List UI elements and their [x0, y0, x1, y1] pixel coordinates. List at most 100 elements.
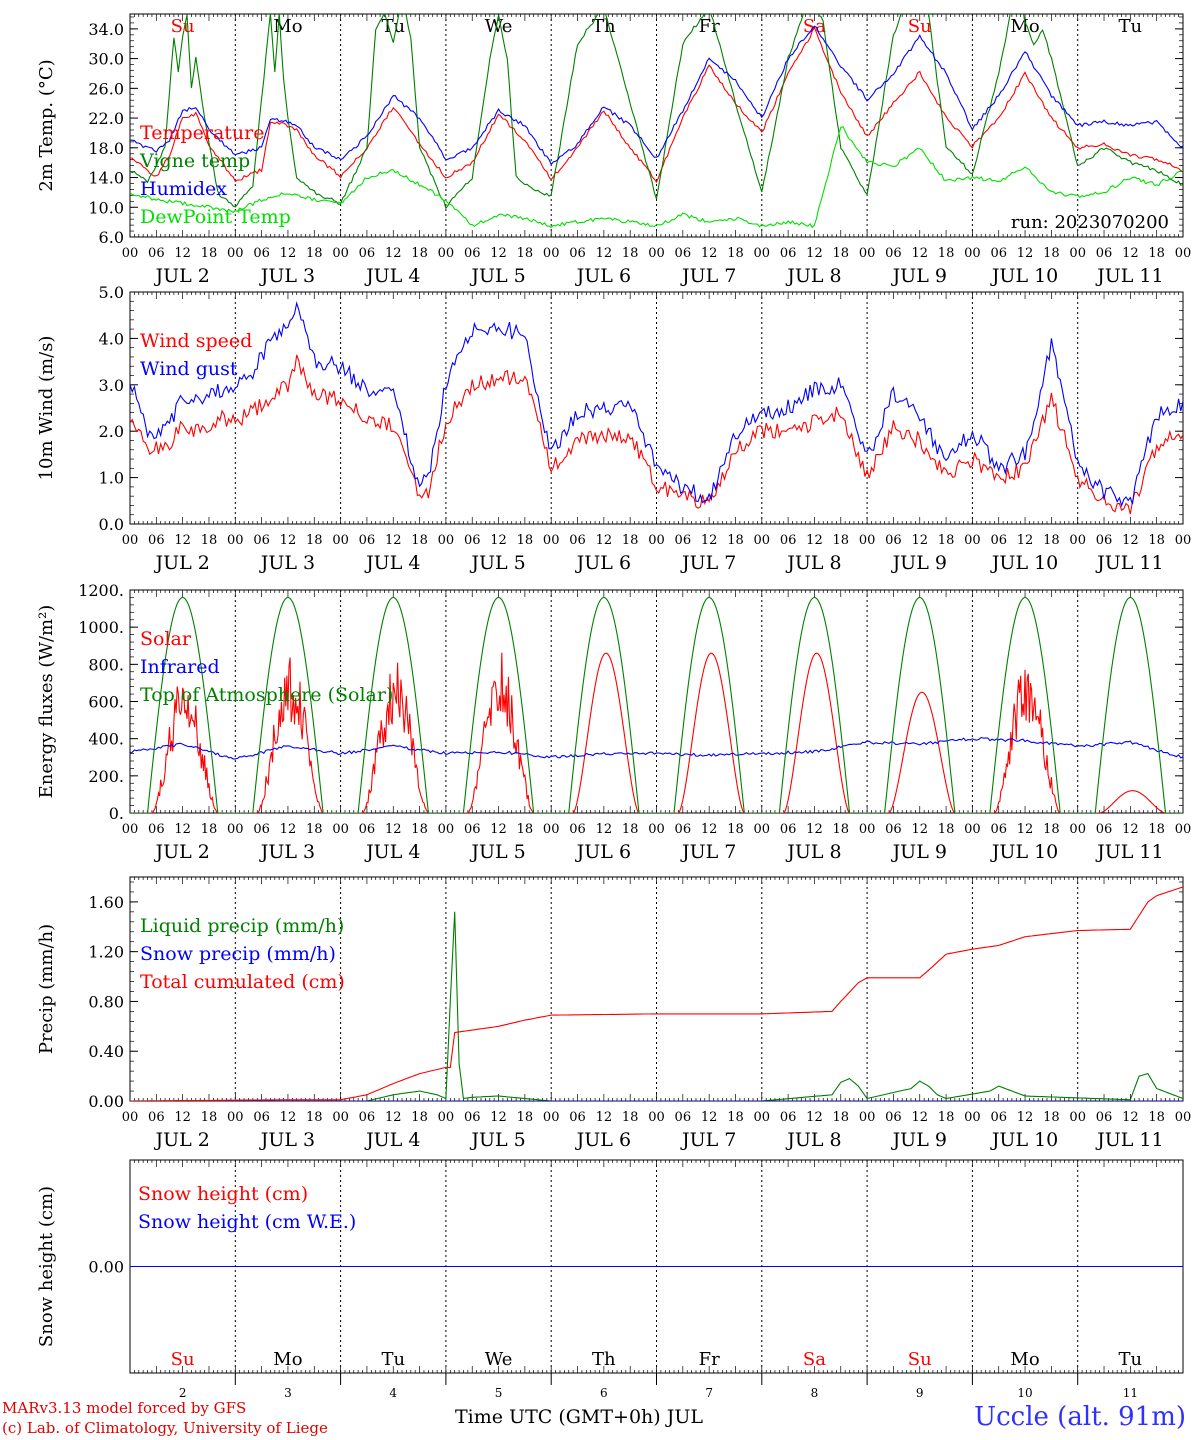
day-number-label: 8: [811, 1386, 819, 1400]
hour-tick-label: 06: [1096, 246, 1113, 261]
y-axis-label: Snow height (cm): [36, 1186, 57, 1347]
hour-tick-label: 06: [148, 246, 165, 261]
hour-tick-label: 12: [280, 533, 297, 548]
weekday-label: Th: [592, 16, 616, 37]
hour-tick-label: 00: [438, 822, 455, 837]
hour-tick-label: 06: [569, 533, 586, 548]
hour-tick-label: 18: [201, 246, 218, 261]
hour-tick-label: 12: [490, 822, 507, 837]
date-label: JUL 5: [469, 1129, 525, 1151]
y-tick-label: 0.: [109, 804, 124, 823]
weekday-label: Tu: [381, 1349, 405, 1370]
hour-tick-label: 00: [1069, 1110, 1086, 1125]
y-tick-label: 400.: [88, 730, 124, 749]
day-number-label: 10: [1017, 1386, 1032, 1400]
hour-tick-label: 06: [780, 533, 797, 548]
hour-tick-label: 12: [1017, 246, 1034, 261]
series-line-solar: [130, 652, 1183, 813]
hour-tick-label: 00: [227, 246, 244, 261]
y-tick-label: 18.0: [88, 139, 124, 158]
hour-tick-label: 06: [1096, 822, 1113, 837]
date-label: JUL 9: [891, 841, 947, 863]
weekday-label: Mo: [1010, 16, 1039, 37]
series-line-wind-gust: [130, 301, 1183, 508]
y-tick-label: 0.40: [88, 1042, 124, 1061]
date-label: JUL 4: [364, 841, 420, 863]
hour-tick-label: 00: [964, 822, 981, 837]
time-axis-label: Time UTC (GMT+0h) JUL: [455, 1406, 703, 1428]
legend-entry: Snow height (cm W.E.): [138, 1211, 356, 1233]
y-tick-label: 200.: [88, 767, 124, 786]
hour-tick-label: 18: [622, 533, 639, 548]
hour-tick-label: 06: [885, 822, 902, 837]
date-label: JUL 7: [680, 1129, 736, 1151]
hour-tick-label: 12: [806, 822, 823, 837]
y-tick-label: 2.0: [99, 422, 124, 441]
hour-tick-label: 00: [122, 246, 139, 261]
weekday-label: Fr: [699, 16, 720, 37]
hour-tick-label: 12: [1122, 246, 1139, 261]
hour-tick-label: 12: [911, 822, 928, 837]
day-number-label: 4: [389, 1386, 397, 1400]
hour-tick-label: 12: [1017, 533, 1034, 548]
date-label: JUL 7: [680, 265, 736, 287]
y-tick-label: 10.0: [88, 198, 124, 217]
hour-tick-label: 00: [227, 822, 244, 837]
date-label: JUL 8: [785, 1129, 841, 1151]
series-line-top-of-atmosphere-solar-: [130, 596, 1183, 813]
legend-entry: Infrared: [140, 656, 220, 678]
hour-tick-label: 06: [359, 822, 376, 837]
weekday-label: Tu: [1119, 16, 1143, 37]
hour-tick-label: 00: [543, 246, 560, 261]
date-label: JUL 10: [990, 265, 1058, 287]
hour-tick-label: 18: [306, 822, 323, 837]
y-tick-label: 14.0: [88, 169, 124, 188]
hour-tick-label: 12: [1122, 1110, 1139, 1125]
date-label: JUL 3: [259, 1129, 315, 1151]
hour-tick-label: 12: [1017, 822, 1034, 837]
hour-tick-label: 00: [964, 246, 981, 261]
date-label: JUL 2: [153, 1129, 209, 1151]
hour-tick-label: 12: [596, 246, 613, 261]
y-tick-label: 800.: [88, 655, 124, 674]
hour-tick-label: 00: [1175, 1110, 1192, 1125]
hour-tick-label: 18: [517, 533, 534, 548]
date-label: JUL 3: [259, 841, 315, 863]
lab-credit: (c) Lab. of Climatology, University of L…: [2, 1419, 328, 1437]
hour-tick-label: 06: [990, 246, 1007, 261]
day-number-label: 2: [179, 1386, 187, 1400]
date-label: JUL 2: [153, 841, 209, 863]
chart-panel-2: 0.0 1.0 2.0 3.0 4.0 5.0 10m Wind (m/s) 00 06 12 18…: [36, 283, 1191, 574]
hour-tick-label: 00: [227, 1110, 244, 1125]
hour-tick-label: 12: [174, 822, 191, 837]
weekday-label: Sa: [803, 1349, 826, 1370]
y-tick-label: 0.00: [88, 1258, 124, 1277]
date-label: JUL 7: [680, 552, 736, 574]
series-line-dewpoint-temp: [130, 126, 1183, 229]
hour-tick-label: 12: [385, 246, 402, 261]
weekday-label: Tu: [1119, 1349, 1143, 1370]
hour-tick-label: 06: [780, 246, 797, 261]
date-label: JUL 5: [469, 265, 525, 287]
hour-tick-label: 00: [122, 533, 139, 548]
date-label: JUL 10: [990, 1129, 1058, 1151]
hour-tick-label: 06: [464, 1110, 481, 1125]
hour-tick-label: 06: [885, 1110, 902, 1125]
date-label: JUL 11: [1095, 1129, 1163, 1151]
weekday-label: Fr: [699, 1349, 720, 1370]
hour-tick-label: 18: [201, 1110, 218, 1125]
hour-tick-label: 18: [938, 822, 955, 837]
legend-entry: Vigne temp: [139, 150, 250, 172]
hour-tick-label: 06: [253, 822, 270, 837]
chart-panel-4: 0.00 0.40 0.80 1.20 1.60 Precip (mm/h) 00 06 12 1…: [36, 876, 1192, 1151]
legend-entry: DewPoint Temp: [140, 206, 291, 228]
date-label: JUL 3: [259, 265, 315, 287]
hour-tick-label: 18: [938, 1110, 955, 1125]
legend-entry: Snow precip (mm/h): [140, 943, 336, 965]
hour-tick-label: 12: [490, 533, 507, 548]
y-tick-label: 1.20: [88, 943, 124, 962]
y-tick-label: 1.60: [88, 893, 124, 912]
hour-tick-label: 12: [385, 533, 402, 548]
plot-area: [130, 596, 1183, 813]
